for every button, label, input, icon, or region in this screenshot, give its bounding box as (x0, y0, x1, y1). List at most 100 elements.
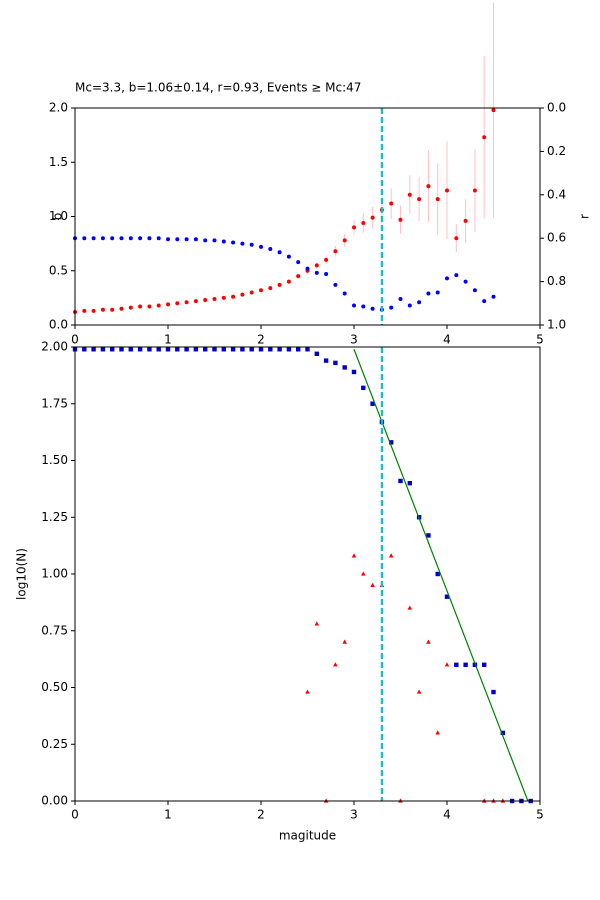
marker (426, 639, 431, 644)
marker (333, 249, 338, 254)
marker (138, 304, 143, 309)
marker (370, 306, 375, 311)
marker (407, 192, 412, 197)
marker (472, 288, 477, 293)
marker (240, 241, 245, 246)
marker (91, 308, 96, 313)
marker (277, 282, 282, 287)
marker (435, 571, 440, 577)
y-tick-label: 1.25 (41, 510, 68, 524)
marker (249, 347, 254, 352)
x-tick-label: 2 (257, 808, 265, 822)
marker (342, 291, 347, 296)
marker (249, 290, 254, 295)
marker (314, 263, 319, 268)
y2-axis-label: r (578, 214, 592, 219)
y-tick-label: 1.0 (49, 209, 68, 223)
marker (156, 303, 161, 308)
marker (119, 236, 124, 241)
marker (166, 237, 170, 242)
marker (388, 553, 394, 558)
marker (342, 365, 347, 370)
marker (147, 236, 152, 241)
marker (110, 347, 115, 352)
marker (500, 730, 505, 736)
marker (445, 276, 449, 281)
y-tick-label: 0.50 (41, 680, 68, 694)
marker (231, 294, 236, 299)
marker (445, 188, 449, 193)
x-tick-label: 4 (443, 333, 451, 347)
marker (416, 689, 422, 694)
marker (286, 279, 291, 284)
marker (361, 571, 366, 576)
x-tick-label: 4 (443, 808, 451, 822)
marker (491, 689, 496, 695)
marker (221, 295, 226, 300)
marker (389, 305, 394, 310)
marker (407, 303, 412, 308)
marker (305, 689, 310, 694)
marker (426, 533, 431, 538)
marker (203, 347, 208, 352)
marker (398, 217, 403, 222)
marker (128, 236, 133, 241)
marker (305, 266, 310, 271)
chart-title: Mc=3.3, b=1.06±0.14, r=0.93, Events ≥ Mc… (75, 81, 361, 95)
marker (454, 236, 459, 241)
marker (491, 108, 496, 113)
y2-tick-label: 1.0 (547, 318, 566, 332)
marker (212, 296, 217, 301)
marker (482, 135, 487, 140)
marker (138, 236, 143, 241)
marker (472, 188, 477, 193)
y-tick-label: 2.0 (49, 101, 68, 115)
y-tick-label: 1.50 (41, 453, 68, 467)
marker (296, 347, 301, 352)
marker (352, 303, 356, 308)
marker (435, 197, 440, 202)
marker (305, 347, 310, 352)
y2-tick-label: 0.4 (547, 187, 566, 201)
marker (333, 662, 338, 667)
y-tick-label: 1.00 (41, 567, 68, 581)
marker (258, 347, 264, 352)
marker (147, 347, 152, 352)
marker (407, 605, 413, 610)
marker (463, 662, 468, 667)
marker (370, 582, 375, 587)
marker (463, 279, 468, 284)
marker (342, 639, 347, 644)
y-tick-label: 0.0 (49, 318, 68, 332)
y-tick-label: 0.75 (41, 623, 68, 637)
y-axis-label: log10(N) (15, 548, 29, 600)
y2-tick-label: 0.6 (547, 231, 566, 245)
marker (82, 308, 87, 313)
x-tick-label: 1 (164, 808, 172, 822)
x-tick-label: 3 (350, 333, 358, 347)
marker (193, 237, 198, 242)
marker (361, 304, 366, 309)
marker (352, 225, 356, 230)
marker (454, 662, 459, 667)
marker (119, 306, 124, 311)
marker (82, 236, 87, 241)
marker (128, 347, 133, 352)
marker (203, 298, 208, 303)
marker (203, 238, 208, 243)
marker (370, 215, 375, 220)
marker (361, 385, 366, 391)
marker (398, 296, 403, 301)
marker (314, 351, 319, 357)
marker (268, 347, 273, 352)
marker (184, 300, 189, 305)
y-tick-label: 0.5 (49, 263, 68, 277)
marker (184, 237, 189, 242)
marker (110, 307, 115, 312)
x-axis-label: magitude (279, 829, 336, 843)
marker (165, 347, 171, 352)
marker (259, 244, 263, 249)
marker (175, 237, 180, 242)
y-tick-label: 1.5 (49, 155, 68, 169)
